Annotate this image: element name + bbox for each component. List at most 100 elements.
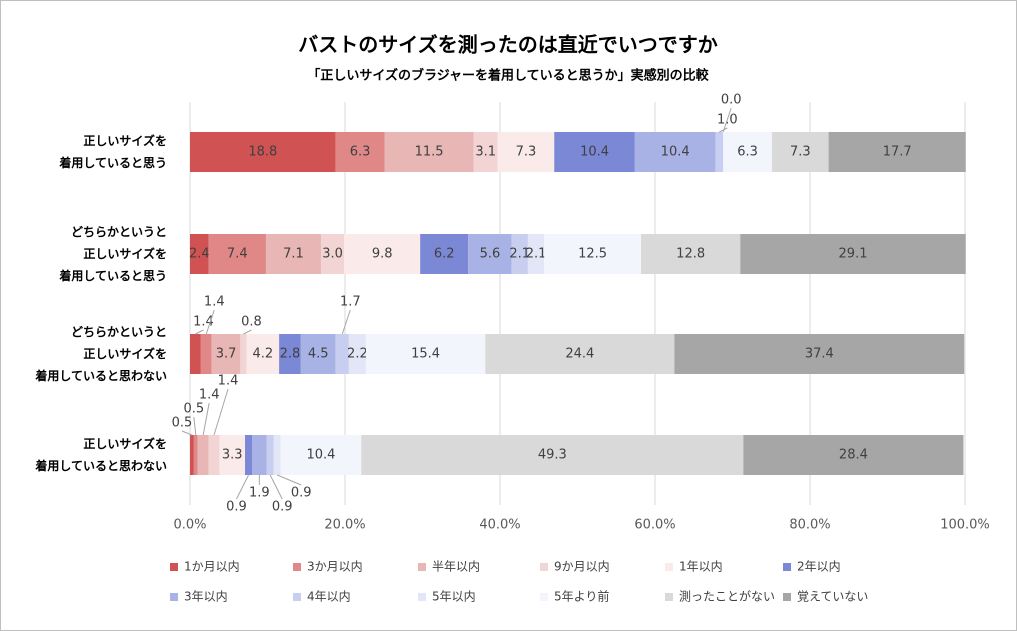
value-label: 1.4	[199, 388, 220, 403]
bar-segment	[485, 334, 675, 374]
leader-line	[202, 402, 210, 436]
legend-label: 9か月以内	[554, 560, 610, 574]
bar-segment	[279, 334, 301, 374]
chart-subtitle: 「正しいサイズのブラジャーを着用していると思うか」実感別の比較	[307, 68, 709, 84]
value-label: 10.4	[661, 145, 690, 160]
legend-label: 2年以内	[797, 560, 841, 574]
bar-segment	[468, 234, 512, 274]
leader-line	[276, 474, 302, 486]
legend-label: 1か月以内	[184, 560, 240, 574]
bar-segment	[320, 234, 345, 274]
bar-segment	[420, 234, 469, 274]
bar-segment	[344, 234, 421, 274]
bar-segment	[190, 334, 201, 374]
bar-segment	[245, 435, 252, 475]
leader-line	[205, 309, 215, 335]
bar-segment	[740, 234, 966, 274]
category-label: どちらかというと正しいサイズを着用していると思わない	[34, 325, 167, 383]
bar-segment	[335, 334, 349, 374]
value-label: 7.3	[516, 145, 537, 160]
value-label: 2.2	[347, 347, 368, 362]
bar-segment	[497, 132, 555, 172]
legend-swatch	[783, 593, 791, 601]
legend-label: 3年以内	[184, 590, 228, 604]
value-label: 10.4	[580, 145, 609, 160]
legend-label: 5年以内	[432, 590, 476, 604]
value-label: 0.8	[241, 315, 262, 330]
bar-segment	[674, 334, 965, 374]
value-label: 12.8	[676, 247, 705, 262]
value-label: 4.5	[308, 347, 329, 362]
bar-segment	[641, 234, 741, 274]
legend-label: 測ったことがない	[679, 589, 775, 604]
bar-segment	[200, 334, 212, 374]
legend-label: 半年以内	[432, 560, 480, 574]
legend-swatch	[170, 563, 178, 571]
bar-segment	[266, 435, 274, 475]
legend-swatch	[293, 593, 301, 601]
value-label: 9.8	[372, 247, 393, 262]
bar-segment	[208, 435, 220, 475]
leader-line	[722, 107, 732, 133]
category-label: 正しいサイズを着用していると思う	[58, 133, 167, 170]
bar-segment	[208, 234, 266, 274]
bar-segment	[365, 334, 486, 374]
bar-segment	[828, 132, 966, 172]
value-label: 24.4	[565, 347, 594, 362]
legend-swatch	[293, 563, 301, 571]
value-label: 7.4	[227, 247, 248, 262]
bar-segment	[384, 132, 474, 172]
value-label: 0.5	[183, 402, 204, 417]
legend-swatch	[540, 563, 548, 571]
bar-segment	[190, 132, 336, 172]
value-label: 7.1	[283, 247, 304, 262]
legend-swatch	[170, 593, 178, 601]
value-label: 1.4	[218, 374, 239, 389]
bar-segment	[265, 234, 321, 274]
value-label: 2.4	[189, 247, 210, 262]
bar-segment	[511, 234, 528, 274]
value-label: 0.9	[291, 486, 312, 501]
value-label: 3.0	[322, 247, 343, 262]
leader-line	[213, 388, 229, 436]
bar-segment	[193, 435, 198, 475]
leader-line	[719, 127, 728, 133]
bar-segment	[473, 132, 498, 172]
bar-segment	[335, 132, 385, 172]
value-label: 0.5	[172, 416, 193, 431]
value-label: 1.7	[340, 295, 361, 310]
value-label: 7.3	[790, 145, 811, 160]
x-tick-label: 40.0%	[479, 518, 520, 533]
bar-segment	[348, 334, 366, 374]
leader-line	[243, 329, 252, 335]
bar-segment	[246, 334, 280, 374]
leader-line	[341, 309, 351, 335]
value-label: 6.2	[434, 247, 455, 262]
bar-segment	[190, 435, 194, 475]
bar-segment	[219, 435, 246, 475]
leader-line	[181, 430, 193, 436]
category-label: どちらかというと正しいサイズを着用していると思う	[58, 225, 167, 283]
bar-segment	[527, 234, 545, 274]
value-label: 0.9	[226, 500, 247, 515]
value-label: 0.9	[272, 500, 293, 515]
x-tick-label: 20.0%	[324, 518, 365, 533]
leader-line	[236, 474, 249, 500]
category-label: 正しいサイズを着用していると思わない	[34, 436, 167, 473]
value-label: 2.1	[509, 247, 530, 262]
legend-swatch	[418, 593, 426, 601]
bar-segment	[772, 132, 829, 172]
leader-line	[269, 474, 283, 500]
bar-segment	[240, 334, 247, 374]
value-label: 12.5	[578, 247, 607, 262]
bar-segment	[634, 132, 716, 172]
legend-label: 5年より前	[554, 589, 609, 604]
value-label: 6.3	[350, 145, 371, 160]
value-label: 2.8	[280, 347, 301, 362]
value-label: 5.6	[480, 247, 501, 262]
value-label: 17.7	[883, 145, 912, 160]
bar-segment	[715, 132, 724, 172]
value-label: 10.4	[306, 448, 335, 463]
